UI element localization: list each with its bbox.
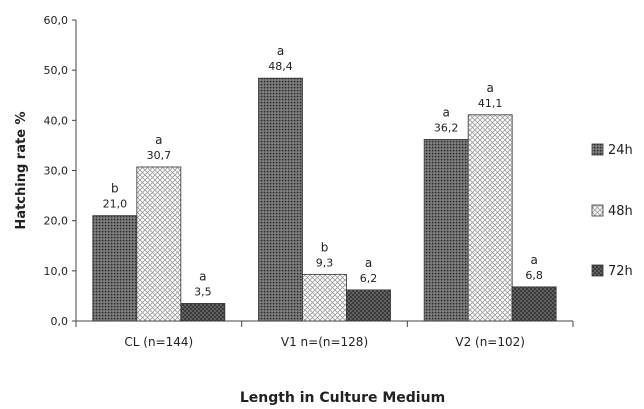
data-label: 36,2	[434, 121, 459, 134]
legend-swatch	[591, 264, 604, 277]
data-label: 3,5	[194, 285, 212, 298]
y-tick-label: 10,0	[44, 265, 69, 278]
legend-label: 24h	[608, 143, 633, 158]
data-labels: 21,0 b 48,4 a 36,2 a 30,7 a 9,3 b 41,1 a 3,5 a 6,2 a 6,8…	[103, 44, 543, 298]
legend-swatch	[591, 143, 604, 156]
x-tick-label: V2 (n=102)	[455, 335, 525, 349]
significance-letter: a	[442, 105, 449, 119]
significance-letter: a	[277, 44, 284, 58]
y-axis: 0,0 10,0 20,0 30,0 40,0 50,0 60,0	[44, 14, 77, 328]
legend: 24h 48h 72h	[591, 143, 633, 279]
bar	[302, 273, 347, 322]
bar	[180, 303, 226, 322]
bar	[92, 215, 138, 322]
data-label: 9,3	[316, 256, 334, 269]
significance-letter: a	[365, 256, 372, 270]
data-label: 6,2	[360, 272, 378, 285]
legend-label: 48h	[608, 204, 633, 219]
bar	[258, 77, 303, 322]
y-tick-label: 50,0	[44, 64, 69, 77]
data-label: 21,0	[103, 198, 128, 211]
y-tick-label: 20,0	[44, 215, 69, 228]
significance-letter: a	[199, 269, 206, 283]
bar	[511, 286, 557, 322]
significance-letter: a	[155, 133, 162, 147]
y-tick-label: 0,0	[51, 315, 69, 328]
x-axis: CL (n=144) V1 n=(n=128) V2 (n=102)	[75, 320, 574, 349]
significance-letter: a	[486, 81, 493, 95]
significance-letter: b	[321, 240, 329, 254]
data-label: 30,7	[147, 149, 172, 162]
bars	[92, 77, 557, 322]
legend-label: 72h	[608, 264, 633, 279]
x-axis-title: Length in Culture Medium	[240, 390, 445, 406]
significance-letter: b	[111, 182, 119, 196]
bar	[423, 138, 469, 322]
legend-swatch	[591, 204, 604, 217]
y-tick-label: 60,0	[44, 14, 69, 27]
data-label: 6,8	[525, 269, 543, 282]
significance-letter: a	[530, 253, 537, 267]
data-label: 41,1	[478, 97, 503, 110]
bar	[346, 289, 391, 322]
y-axis-title: Hatching rate %	[14, 111, 29, 229]
y-tick-label: 30,0	[44, 165, 69, 178]
x-tick-label: CL (n=144)	[124, 335, 193, 349]
bar	[136, 166, 182, 322]
data-label: 48,4	[268, 60, 293, 73]
bar	[467, 114, 513, 322]
y-tick-label: 40,0	[44, 114, 69, 127]
x-tick-label: V1 n=(n=128)	[281, 335, 368, 349]
